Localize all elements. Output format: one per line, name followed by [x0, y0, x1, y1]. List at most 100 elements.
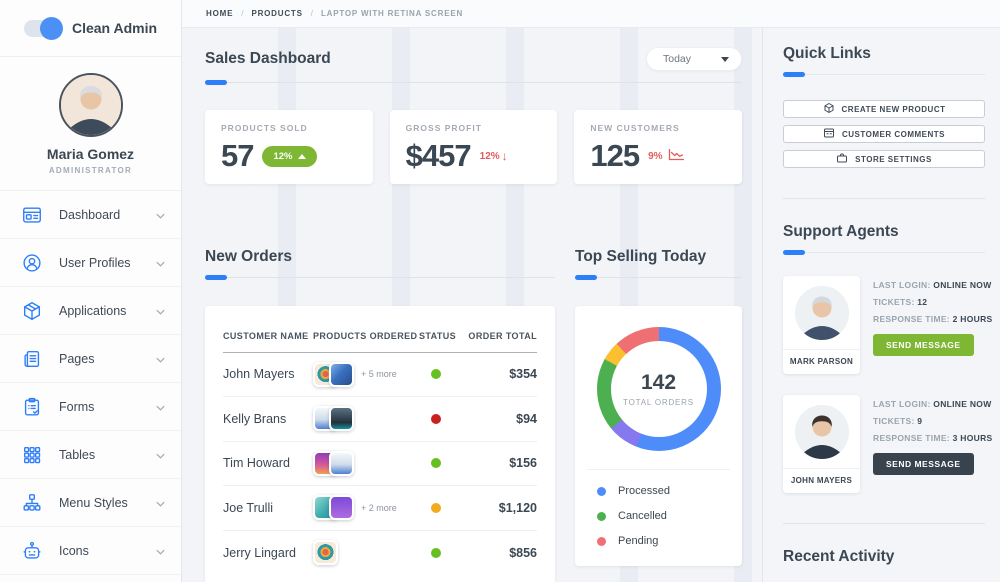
table-row[interactable]: Kelly Brans $94: [223, 397, 537, 442]
main-panel: Sales Dashboard Today PRODUCTS SOLD 57 1…: [182, 28, 762, 582]
period-dropdown-value: Today: [663, 53, 692, 65]
customer-name: Kelly Brans: [223, 411, 287, 426]
table-header-row: CUSTOMER NAME PRODUCTS ORDERED STATUS OR…: [223, 330, 537, 353]
period-dropdown[interactable]: Today: [646, 47, 742, 71]
sidebar-item-label: Menu Styles: [59, 495, 128, 510]
sidebar-item-label: Forms: [59, 399, 95, 414]
legend-label: Cancelled: [618, 510, 667, 522]
tickets-label: TICKETS:: [873, 297, 915, 307]
send-message-button[interactable]: SEND MESSAGE: [873, 453, 974, 475]
legend-dot: [597, 486, 606, 496]
status-dot: [431, 413, 441, 424]
declining-chart-icon: [668, 148, 685, 164]
top-selling-title: Top Selling Today: [575, 248, 707, 265]
new-orders-title: New Orders: [205, 248, 293, 265]
product-thumbnail-blue-abstract: [329, 361, 354, 387]
chevron-down-icon: [156, 254, 165, 272]
arrow-down-icon: ↓: [501, 149, 508, 163]
order-total: $94: [516, 411, 537, 426]
section-rule: [575, 275, 742, 280]
sidebar-item-tables[interactable]: Tables: [0, 431, 181, 479]
brand-name: Clean Admin: [71, 20, 158, 36]
section-rule: [783, 250, 985, 255]
send-message-button[interactable]: SEND MESSAGE: [873, 334, 974, 356]
tickets-value: 12: [917, 297, 928, 307]
stat-card-gross-profit: GROSS PROFIT $457 12% ↓: [389, 110, 558, 184]
robot-icon: [20, 539, 44, 563]
create-new-product-button[interactable]: CREATE NEW PRODUCT: [783, 100, 985, 118]
table-row[interactable]: Jerry Lingard $856: [223, 531, 537, 576]
tickets-label: TICKETS:: [873, 416, 915, 426]
user-circle-icon: [20, 251, 44, 275]
quick-links-title: Quick Links: [783, 45, 871, 62]
divider: [783, 198, 985, 199]
sidebar-item-forms[interactable]: Forms: [0, 383, 181, 431]
product-thumbnails: [313, 406, 419, 432]
sidebar-item-pages[interactable]: Pages: [0, 335, 181, 383]
agent-card: MARK PARSON: [783, 276, 860, 374]
chevron-down-icon: [156, 206, 165, 224]
store-settings-button[interactable]: STORE SETTINGS: [783, 150, 985, 168]
total-orders-label: TOTAL ORDERS: [623, 398, 694, 407]
more-products-label: + 2 more: [361, 502, 397, 513]
legend-dot: [597, 511, 606, 521]
tickets-value: 9: [917, 416, 923, 426]
breadcrumb-home[interactable]: HOME: [206, 9, 234, 18]
negative-change-indicator: 9%: [648, 148, 684, 164]
customer-comments-button[interactable]: CUSTOMER COMMENTS: [783, 125, 985, 143]
sidebar-item-user-profiles[interactable]: User Profiles: [0, 239, 181, 287]
more-products-label: + 5 more: [361, 369, 397, 380]
column-header: PRODUCTS ORDERED: [313, 331, 418, 341]
stat-label: GROSS PROFIT: [405, 123, 482, 133]
product-thumbnails: + 2 more: [313, 495, 419, 521]
stat-value: 125: [590, 138, 640, 173]
status-dot: [431, 547, 441, 558]
sidebar-item-icons[interactable]: Icons: [0, 527, 181, 575]
chart-legend: Processed Cancelled Pending: [575, 470, 742, 547]
sidebar-item-menu-styles[interactable]: Menu Styles: [0, 479, 181, 527]
product-thumbnails: + 5 more: [313, 361, 419, 387]
breadcrumb-separator: /: [241, 9, 244, 18]
section-rule: [205, 80, 742, 85]
user-role: ADMINISTRATOR: [48, 166, 133, 175]
recent-activity-title: Recent Activity: [783, 548, 895, 565]
stat-value: $457: [405, 138, 472, 173]
table-row[interactable]: John Mayers + 5 more $354: [223, 353, 537, 397]
support-agents-title: Support Agents: [783, 223, 899, 240]
sidebar-item-applications[interactable]: Applications: [0, 287, 181, 335]
status-dot: [431, 369, 441, 380]
table-row[interactable]: Tim Howard $156: [223, 442, 537, 486]
support-agent: JOHN MAYERS LAST LOGIN: ONLINE NOW TICKE…: [783, 395, 992, 493]
stat-label: PRODUCTS SOLD: [221, 123, 308, 133]
breadcrumb-products[interactable]: PRODUCTS: [251, 9, 303, 18]
user-profile-block: Maria Gomez ADMINISTRATOR: [0, 57, 181, 191]
agent-name: MARK PARSON: [783, 349, 860, 374]
agent-avatar: [794, 286, 849, 340]
package-icon: [20, 299, 44, 323]
new-orders-table: CUSTOMER NAME PRODUCTS ORDERED STATUS OR…: [205, 306, 555, 582]
grid-icon: [20, 443, 44, 467]
caret-down-icon: [721, 56, 729, 62]
legend-label: Pending: [618, 535, 659, 547]
sidebar-item-label: Icons: [59, 543, 89, 558]
dashboard-icon: [20, 203, 44, 227]
right-panel: Quick Links CREATE NEW PRODUCT CUSTOMER …: [762, 28, 1000, 582]
product-thumbnail-dark-phone: [329, 406, 354, 432]
status-dot: [431, 458, 441, 469]
negative-change-indicator: 12% ↓: [479, 149, 508, 163]
breadcrumb-current-page: LAPTOP WITH RETINA SCREEN: [320, 9, 464, 18]
breadcrumb-separator: /: [310, 9, 313, 18]
product-thumbnails: [313, 540, 419, 566]
top-selling-card: 142 TOTAL ORDERS Processed: [575, 306, 742, 566]
arrow-up-icon: [297, 153, 306, 159]
table-row[interactable]: Joe Trulli + 2 more $1,120: [223, 486, 537, 531]
stats-row: PRODUCTS SOLD 57 12% GROSS PROFIT $457 1…: [205, 110, 743, 184]
page-title: Sales Dashboard: [205, 50, 331, 67]
content-column: HOME / PRODUCTS / LAPTOP WITH RETINA SCR…: [182, 0, 1000, 582]
chevron-down-icon: [156, 398, 165, 416]
stat-value: 57: [221, 138, 254, 173]
sidebar-item-dashboard[interactable]: Dashboard: [0, 191, 181, 239]
chevron-down-icon: [156, 302, 165, 320]
sidebar-menu: Dashboard User Profiles Applications Pag…: [0, 191, 181, 575]
